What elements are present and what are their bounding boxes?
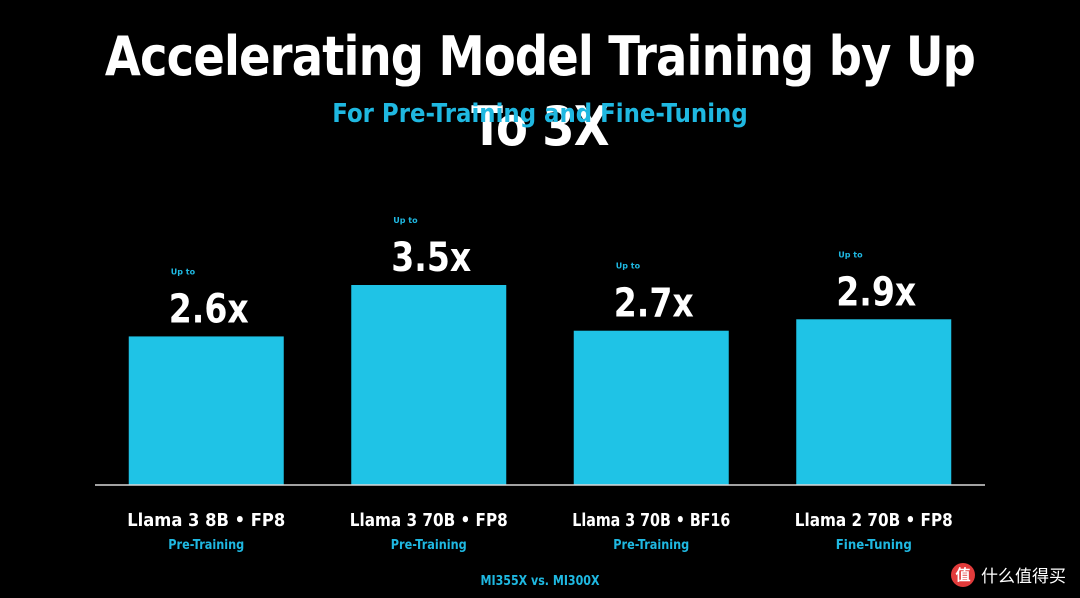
bar-value-label: 2.7x — [614, 281, 694, 327]
bar — [351, 285, 507, 485]
comparison-footnote: MI355X vs. MI300X — [480, 574, 600, 589]
category-sublabel: Pre-Training — [391, 538, 467, 553]
category-sublabel: Pre-Training — [168, 538, 244, 553]
chart-subtitle: For Pre-Training and Fine-Tuning — [332, 99, 748, 129]
category-label: Llama 3 8B • FP8 — [127, 510, 285, 531]
category-label: Llama 3 70B • BF16 — [572, 510, 730, 531]
bar-value-label: 2.9x — [836, 269, 916, 315]
bar — [128, 336, 284, 485]
watermark-logo-icon: 值 — [951, 562, 975, 587]
bar — [573, 330, 729, 485]
bar-value-prefix: Up to — [393, 216, 418, 225]
bar — [796, 319, 952, 485]
bar-value-label: 2.6x — [169, 286, 249, 332]
chart-title: Accelerating Model Training by Up To 3X — [104, 25, 976, 158]
category-sublabel: Fine-Tuning — [836, 538, 912, 553]
watermark-text: 什么值得买 — [981, 567, 1066, 587]
bar-value-prefix: Up to — [616, 262, 641, 271]
bar-value-prefix: Up to — [838, 250, 863, 259]
watermark: 值 什么值得买 — [951, 562, 1066, 587]
category-sublabel: Pre-Training — [613, 538, 689, 553]
bar-value-prefix: Up to — [171, 267, 196, 276]
category-label: Llama 3 70B • FP8 — [350, 510, 508, 531]
category-label: Llama 2 70B • FP8 — [795, 510, 953, 531]
bar-value-label: 3.5x — [391, 235, 471, 281]
